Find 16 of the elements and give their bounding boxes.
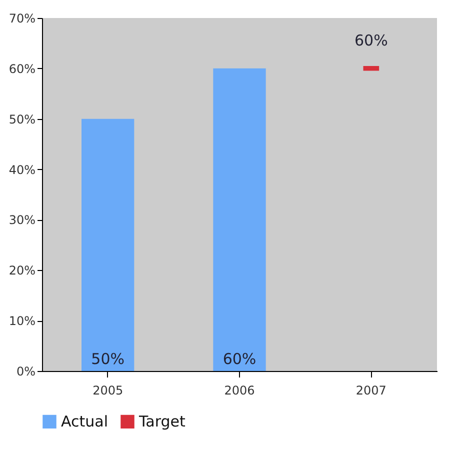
legend-label: Actual xyxy=(61,412,108,431)
data-label: 50% xyxy=(91,350,125,368)
x-tick-label: 2007 xyxy=(356,384,386,398)
y-tick-label: 0% xyxy=(16,364,36,378)
y-tick-label: 30% xyxy=(8,213,36,228)
y-tick-label: 20% xyxy=(8,264,36,278)
y-tick-label: 60% xyxy=(8,62,36,76)
legend-label: Target xyxy=(138,412,186,431)
y-tick-label: 50% xyxy=(8,112,36,126)
x-tick-label: 2006 xyxy=(224,384,255,398)
y-tick-label: 10% xyxy=(8,314,36,328)
y-tick-label: 40% xyxy=(8,162,36,177)
data-label: 60% xyxy=(222,350,256,368)
y-tick-label: 70% xyxy=(8,12,36,26)
data-label: 60% xyxy=(354,31,388,50)
x-tick-label: 2005 xyxy=(92,384,124,398)
